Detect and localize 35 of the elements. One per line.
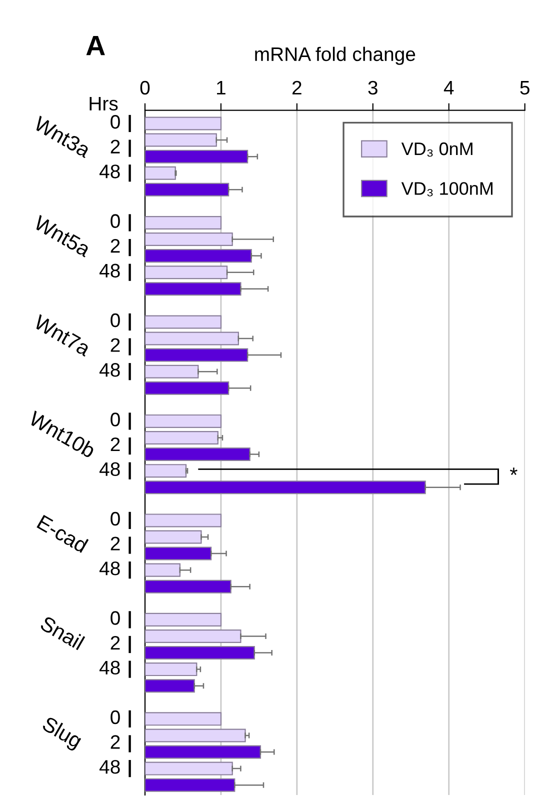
y-tick-label: 2 <box>110 437 120 452</box>
x-tick-label: 3 <box>368 80 378 95</box>
legend-label: VD₃ 100nM <box>401 182 492 196</box>
y-tick-label: 48 <box>99 660 120 675</box>
y-tick-label: 0 <box>110 512 120 526</box>
y-tick-label: 48 <box>99 264 120 278</box>
x-tick-label: 4 <box>444 81 454 94</box>
x-tick-label: 0 <box>140 80 150 95</box>
y-tick-label: 2 <box>110 735 120 749</box>
x-tick-label: 5 <box>520 81 530 95</box>
x-tick-label: 2 <box>292 80 302 94</box>
x-axis-title: mRNA fold change <box>255 46 416 65</box>
y-tick-label: 0 <box>110 412 120 426</box>
legend-label: VD₃ 0nM <box>401 142 472 157</box>
annotation: * <box>510 468 518 475</box>
y-tick-label: 2 <box>110 536 120 550</box>
chart-title: A <box>86 36 105 56</box>
x-tick-label: 1 <box>217 81 226 94</box>
y-tick-label: 48 <box>99 363 120 377</box>
y-tick-label: 48 <box>99 462 120 476</box>
y-tick-label: 0 <box>110 611 120 625</box>
y-tick-label: 2 <box>110 140 120 154</box>
text: Slug <box>39 715 84 752</box>
y-tick-label: 0 <box>110 114 120 129</box>
y-tick-label: 2 <box>110 238 120 253</box>
text: Hrs <box>90 96 118 111</box>
y-tick-label: 48 <box>99 562 120 576</box>
y-tick-label: 48 <box>99 760 120 774</box>
y-tick-label: 2 <box>110 636 120 650</box>
text: Snail <box>39 615 86 650</box>
y-tick-label: 2 <box>110 338 120 352</box>
y-tick-label: 0 <box>110 710 120 724</box>
y-tick-label: 0 <box>110 313 120 328</box>
y-tick-label: 0 <box>110 214 120 228</box>
y-tick-label: 48 <box>99 164 120 178</box>
